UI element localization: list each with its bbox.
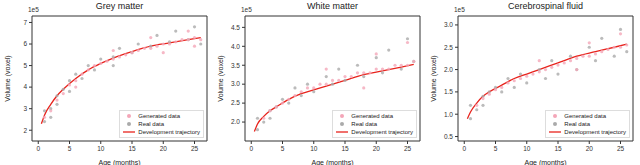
svg-text:20: 20 bbox=[373, 145, 381, 152]
svg-text:0: 0 bbox=[36, 145, 40, 152]
svg-text:3.0: 3.0 bbox=[444, 21, 453, 28]
svg-text:1.5: 1.5 bbox=[444, 88, 453, 95]
svg-text:Volume (voxel): Volume (voxel) bbox=[430, 55, 438, 101]
svg-text:15: 15 bbox=[128, 145, 136, 152]
svg-text:20: 20 bbox=[586, 145, 594, 152]
html-text:Real data: Real data bbox=[138, 121, 164, 127]
svg-text:0: 0 bbox=[462, 145, 466, 152]
svg-text:Age (months): Age (months) bbox=[524, 159, 566, 165]
svg-text:2.5: 2.5 bbox=[231, 99, 240, 106]
html-text:Cerebrospinal fluid: Cerebrospinal fluid bbox=[508, 1, 583, 11]
svg-text:25: 25 bbox=[404, 145, 412, 152]
svg-text:Age (months): Age (months) bbox=[98, 159, 140, 165]
html-text:Development trajectory: Development trajectory bbox=[138, 129, 200, 135]
html-text:Grey matter: Grey matter bbox=[95, 1, 144, 11]
html-text:1e5: 1e5 bbox=[454, 6, 465, 13]
svg-text:Volume (voxel): Volume (voxel) bbox=[8, 55, 12, 101]
html-text:White matter: White matter bbox=[307, 1, 358, 11]
svg-text:4: 4 bbox=[23, 83, 27, 90]
html-text:1e5: 1e5 bbox=[28, 6, 39, 13]
svg-text:1.0: 1.0 bbox=[444, 111, 453, 118]
svg-text:0.5: 0.5 bbox=[444, 133, 453, 140]
svg-text:4.0: 4.0 bbox=[231, 43, 240, 50]
svg-text:2.0: 2.0 bbox=[231, 118, 240, 125]
svg-text:5: 5 bbox=[68, 145, 72, 152]
svg-text:2: 2 bbox=[23, 127, 27, 134]
html-text:Development trajectory: Development trajectory bbox=[351, 129, 413, 135]
html-text:Development trajectory: Development trajectory bbox=[564, 129, 626, 135]
html-text:Generated data: Generated data bbox=[138, 113, 180, 119]
svg-text:25: 25 bbox=[617, 145, 625, 152]
svg-text:5: 5 bbox=[494, 145, 498, 152]
svg-text:10: 10 bbox=[523, 145, 531, 152]
svg-text:3.0: 3.0 bbox=[231, 80, 240, 87]
svg-text:5: 5 bbox=[23, 62, 27, 69]
svg-text:7: 7 bbox=[23, 19, 27, 26]
svg-text:2.0: 2.0 bbox=[444, 66, 453, 73]
html-text:Generated data: Generated data bbox=[351, 113, 393, 119]
html-text:Real data: Real data bbox=[351, 121, 377, 127]
html-text:1e5: 1e5 bbox=[241, 6, 252, 13]
svg-text:3: 3 bbox=[23, 105, 27, 112]
html-text:Real data: Real data bbox=[564, 121, 590, 127]
svg-text:20: 20 bbox=[160, 145, 168, 152]
svg-text:2.5: 2.5 bbox=[444, 44, 453, 51]
svg-text:10: 10 bbox=[310, 145, 318, 152]
svg-text:4.5: 4.5 bbox=[231, 24, 240, 31]
svg-text:5: 5 bbox=[281, 145, 285, 152]
svg-text:3.5: 3.5 bbox=[231, 62, 240, 69]
svg-text:15: 15 bbox=[341, 145, 349, 152]
svg-text:Age (months): Age (months) bbox=[311, 159, 353, 165]
svg-text:6: 6 bbox=[23, 40, 27, 47]
svg-text:15: 15 bbox=[554, 145, 562, 152]
html-text:Generated data: Generated data bbox=[564, 113, 606, 119]
svg-text:10: 10 bbox=[97, 145, 105, 152]
svg-text:0: 0 bbox=[249, 145, 253, 152]
svg-text:25: 25 bbox=[191, 145, 199, 152]
svg-text:Volume (voxel): Volume (voxel) bbox=[217, 55, 225, 101]
